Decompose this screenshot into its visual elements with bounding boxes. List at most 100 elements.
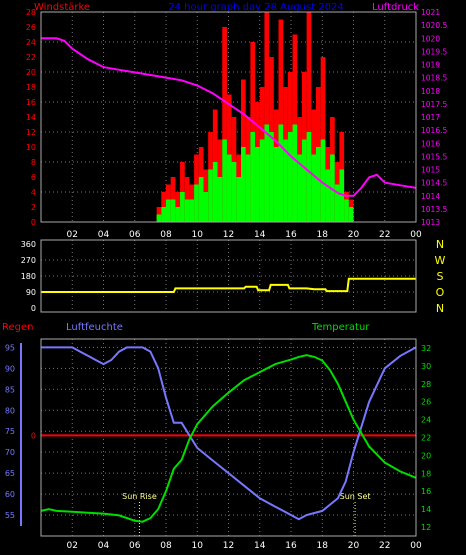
climate-lines-group (40, 346, 417, 523)
wind-gust-bar (306, 12, 312, 222)
wind-average-bar (226, 154, 232, 222)
wind-average-bar (273, 147, 279, 222)
wind-average-bar (325, 169, 331, 222)
wind-average-bar (301, 139, 307, 222)
wind-average-bar (292, 124, 298, 222)
humidity-tick-label: 55 (5, 511, 15, 520)
wind-tick-label: 4 (31, 188, 36, 197)
compass-label: N (436, 238, 444, 251)
x-tick-label: 20 (348, 541, 360, 551)
wind-tick-label: 8 (31, 158, 36, 167)
temperature-axis-title: Temperatur (311, 322, 370, 333)
wind-average-bar (166, 199, 171, 222)
pressure-tick-label: 1019.5 (421, 47, 447, 56)
wind-average-bar (212, 162, 218, 222)
pressure-tick-label: 1016.5 (421, 126, 447, 135)
x-tick-label: 12 (223, 541, 234, 551)
humidity-axis-ticks: 55 60 65 70 75 80 85 90 95 (5, 343, 22, 526)
x-tick-label: 14 (254, 541, 266, 551)
wind-average-bar (208, 169, 213, 222)
x-tick-label: 18 (317, 230, 329, 240)
x-tick-label: 10 (192, 541, 204, 551)
x-tick-label: 20 (348, 230, 360, 240)
wind-gust-bar (222, 27, 227, 222)
x-tick-label: 22 (379, 541, 390, 551)
direction-tick-label: 180 (21, 272, 36, 281)
wind-average-bar (316, 147, 321, 222)
humidity-tick-label: 80 (5, 406, 15, 415)
x-tick-label: 14 (254, 230, 266, 240)
temperature-tick-label: 24 (421, 416, 431, 425)
wind-average-bar (156, 214, 162, 222)
wind-average-bars (156, 124, 354, 222)
temperature-tick-label: 22 (421, 434, 431, 443)
wind-tick-label: 22 (26, 53, 36, 62)
sunset-label: Sun Set (340, 492, 371, 501)
wind-average-bar (161, 207, 166, 222)
wind-average-bar (236, 177, 241, 222)
x-tick-label: 00 (410, 541, 422, 551)
climate-panel-frame (40, 338, 417, 537)
wind-gust-bar (278, 19, 284, 222)
temperature-tick-label: 28 (421, 380, 431, 389)
pressure-line (41, 37, 417, 197)
wind-average-bar (217, 177, 223, 222)
climate-panel-x-ticks: 02 04 06 08 10 12 14 16 18 20 22 00 (67, 541, 422, 551)
wind-average-bar (259, 139, 265, 222)
wind-average-bar (245, 154, 251, 222)
wind-average-bar (297, 154, 302, 222)
x-tick-label: 02 (67, 230, 78, 240)
rain-tick-label: 0 (31, 431, 36, 440)
wind-average-bar (203, 192, 209, 222)
wind-average-bar (348, 207, 354, 222)
humidity-tick-label: 65 (5, 469, 15, 478)
wind-average-bar (264, 124, 270, 222)
x-tick-label: 10 (192, 230, 204, 240)
wind-average-bar (278, 124, 284, 222)
pressure-tick-label: 1021 (421, 8, 440, 17)
direction-line (41, 277, 416, 293)
x-tick-label: 08 (160, 230, 172, 240)
direction-axis-ticks: 0 90 180 270 360 (21, 240, 36, 313)
wind-axis-title: Windstärke (34, 2, 90, 13)
temperature-tick-label: 16 (421, 487, 431, 496)
rain-axis-title: Regen (2, 322, 34, 333)
temperature-tick-label: 18 (421, 469, 431, 478)
temperature-tick-label: 30 (421, 362, 431, 371)
pressure-tick-label: 1015.5 (421, 152, 447, 161)
humidity-tick-label: 75 (5, 427, 15, 436)
wind-tick-label: 6 (31, 173, 36, 182)
wind-panel-x-ticks: 02 04 06 08 10 12 14 16 18 20 22 00 (67, 230, 422, 240)
humidity-tick-label: 90 (5, 364, 15, 373)
compass-label: S (437, 270, 444, 283)
wind-average-bar (320, 139, 326, 222)
pressure-tick-label: 1015 (421, 166, 440, 175)
pressure-tick-label: 1018 (421, 87, 440, 96)
wind-tick-label: 26 (26, 23, 36, 32)
humidity-tick-label: 85 (5, 385, 15, 394)
humidity-line (41, 346, 417, 521)
wind-average-bar (222, 139, 227, 222)
wind-average-bar (250, 132, 256, 222)
pressure-axis-ticks: 1013 1013.5 1014 1014.5 1015 1015.5 1016 1016.5… (421, 8, 447, 227)
pressure-axis-title: Luftdruck (372, 2, 419, 13)
wind-average-bar (180, 192, 185, 222)
pressure-tick-label: 1013.5 (421, 205, 447, 214)
x-tick-label: 00 (410, 230, 422, 240)
pressure-tick-label: 1020.5 (421, 21, 447, 30)
wind-average-bar (339, 169, 345, 222)
compass-label: O (436, 286, 445, 299)
wind-average-bar (287, 132, 293, 222)
x-tick-label: 18 (317, 541, 329, 551)
temperature-tick-label: 12 (421, 523, 431, 532)
wind-average-bar (311, 154, 316, 222)
direction-line-group (41, 277, 416, 293)
wind-tick-label: 12 (26, 128, 36, 137)
x-tick-label: 16 (285, 541, 297, 551)
direction-panel-grid (41, 240, 417, 312)
wind-average-bar (231, 162, 237, 222)
sun-annotations: Sun Rise Sun Set (122, 492, 371, 536)
